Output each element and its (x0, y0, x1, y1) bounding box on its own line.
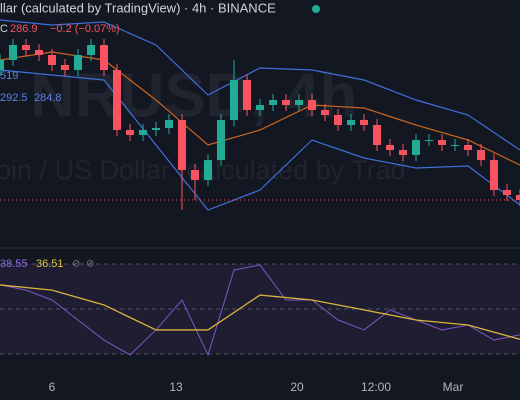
indicator-line (0, 69, 520, 211)
ohlc-prefix: C (0, 23, 8, 35)
price-change: −0.2 (−0.07%) (50, 23, 120, 35)
candle-body (425, 140, 433, 141)
x-axis-label: 20 (290, 380, 304, 394)
indicator-line (0, 264, 520, 357)
candle-body (269, 100, 277, 105)
x-axis-label: Mar (443, 380, 464, 394)
bb-label: 519 (0, 70, 18, 82)
candle-body (334, 115, 342, 125)
candle-body (152, 128, 160, 130)
watermark-description: oin / US Dollar (calculated by Trad (0, 155, 406, 185)
last-price: 286.9 (10, 23, 38, 35)
candle-body (256, 105, 264, 110)
symbol-title: llar (calculated by TradingView) · 4h · … (0, 0, 276, 15)
watermark-symbol: NRUSD, 4h (30, 61, 357, 130)
candle-body (399, 150, 407, 155)
rsi-value: 38.55 (0, 258, 28, 270)
candle-body (48, 55, 56, 65)
candle-body (373, 125, 381, 145)
hidden-indicator-icon[interactable]: ⊘ (86, 259, 94, 270)
candle-body (477, 150, 485, 160)
candle-body (490, 160, 498, 190)
candle-body (516, 195, 520, 200)
market-status-dot (312, 5, 320, 13)
bb-lower-value: 284.8 (34, 92, 62, 104)
candle-body (9, 45, 17, 60)
candle-body (191, 170, 199, 180)
indicator-line (0, 284, 520, 340)
candle-body (438, 140, 446, 145)
candle-body (230, 80, 238, 120)
candle-body (126, 130, 134, 135)
candle-body (61, 65, 69, 70)
candle-body (282, 100, 290, 105)
candle-body (35, 50, 43, 55)
x-axis-label: 6 (49, 380, 56, 394)
price-pane (0, 19, 520, 211)
candle-body (217, 120, 225, 160)
candle-body (165, 120, 173, 128)
candle-body (74, 55, 82, 70)
candle-body (22, 45, 30, 50)
candle-body (347, 120, 355, 125)
candle-body (87, 45, 95, 55)
candle-body (451, 145, 459, 146)
candle-body (503, 190, 511, 195)
candle-body (139, 130, 147, 135)
candle-body (386, 145, 394, 150)
candle-body (178, 120, 186, 170)
candle-body (204, 160, 212, 180)
hidden-indicator-icon[interactable]: ⊘ (72, 259, 80, 270)
candle-body (464, 145, 472, 150)
candle-body (295, 100, 303, 105)
x-axis-label: 13 (169, 380, 183, 394)
candle-body (360, 120, 368, 125)
candle-body (243, 80, 251, 110)
candle-body (321, 110, 329, 115)
candle-body (308, 100, 316, 110)
rsi-pane (0, 263, 520, 357)
bb-upper-value: 292.5 (0, 92, 28, 104)
rsi-ma-value: 36.51 (36, 258, 64, 270)
x-axis-label: 12:00 (361, 380, 391, 394)
indicator-line (0, 19, 520, 151)
indicator-line (0, 51, 520, 166)
candle-body (113, 70, 121, 130)
candle-body (100, 45, 108, 70)
candle-body (0, 60, 4, 70)
candle-body (412, 140, 420, 155)
